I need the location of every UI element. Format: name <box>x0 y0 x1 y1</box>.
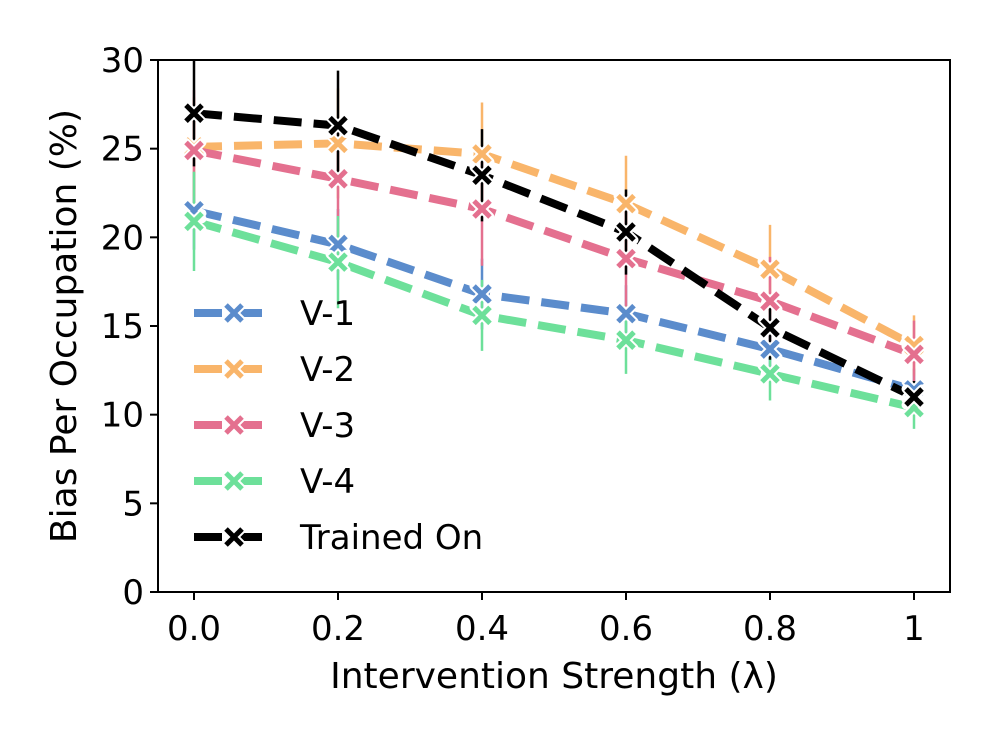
y-tick-label: 30 <box>101 41 144 81</box>
data-point-trained-on <box>613 219 639 245</box>
data-point-trained-on <box>757 315 783 341</box>
legend-marker <box>221 356 247 382</box>
x-axis-label: Intervention Strength (λ) <box>330 656 778 697</box>
legend: V-1 V-2 V-3 V-4 Trained On <box>194 294 483 558</box>
legend-item-v-2: V-2 <box>194 350 355 390</box>
legend-label: V-1 <box>300 294 355 334</box>
y-tick-label: 5 <box>122 484 144 524</box>
legend-item-trained-on: Trained On <box>194 518 483 558</box>
x-tick-label: 1 <box>903 609 925 649</box>
y-axis: 0 5 10 15 20 25 30 <box>101 41 158 613</box>
legend-item-v-4: V-4 <box>194 462 355 502</box>
data-point-v-2 <box>325 130 351 156</box>
data-point-v-1 <box>613 301 639 327</box>
data-point-v-2 <box>613 191 639 217</box>
x-tick-label: 0.4 <box>455 609 509 649</box>
data-point-v-3 <box>181 137 207 163</box>
legend-marker <box>221 300 247 326</box>
data-point-v-4 <box>325 249 351 275</box>
series-line-v-3 <box>193 146 916 359</box>
series-markers <box>181 100 927 421</box>
data-point-v-4 <box>757 361 783 387</box>
data-point-v-2 <box>757 256 783 282</box>
legend-item-v-3: V-3 <box>194 406 355 446</box>
data-point-v-1 <box>325 231 351 257</box>
legend-label: Trained On <box>299 518 483 558</box>
legend-label: V-3 <box>300 406 355 446</box>
x-tick-label: 0.2 <box>311 609 365 649</box>
x-axis: 0.0 0.2 0.4 0.6 0.8 1 <box>167 592 925 649</box>
data-point-trained-on <box>901 384 927 410</box>
data-point-v-3 <box>757 288 783 314</box>
series-line-v-2 <box>193 139 916 350</box>
legend-marker <box>221 524 247 550</box>
data-point-v-4 <box>469 302 495 328</box>
legend-label: V-4 <box>300 462 355 502</box>
data-point-v-4 <box>181 208 207 234</box>
data-point-v-3 <box>469 196 495 222</box>
y-tick-label: 0 <box>122 573 144 613</box>
data-point-v-4 <box>613 327 639 353</box>
data-point-trained-on <box>469 162 495 188</box>
data-point-v-3 <box>901 341 927 367</box>
legend-item-v-1: V-1 <box>194 294 355 334</box>
legend-marker <box>221 412 247 438</box>
data-point-v-2 <box>469 141 495 167</box>
series-line-trained-on <box>193 109 916 401</box>
series-line-v-1 <box>193 206 916 394</box>
y-tick-label: 25 <box>101 130 144 170</box>
x-tick-label: 0.6 <box>599 609 653 649</box>
series-line-v-4 <box>192 217 915 412</box>
y-tick-label: 10 <box>101 396 144 436</box>
data-point-v-3 <box>613 246 639 272</box>
y-tick-label: 20 <box>101 218 144 258</box>
legend-label: V-2 <box>300 350 355 390</box>
legend-marker <box>221 468 247 494</box>
y-axis-label: Bias Per Occupation (%) <box>44 109 85 543</box>
data-point-v-3 <box>325 166 351 192</box>
x-tick-label: 0.8 <box>743 609 797 649</box>
data-point-trained-on <box>181 100 207 126</box>
y-tick-label: 15 <box>101 307 144 347</box>
data-point-v-1 <box>469 281 495 307</box>
data-point-v-1 <box>757 336 783 362</box>
series-lines <box>192 109 916 412</box>
data-point-trained-on <box>325 113 351 139</box>
x-tick-label: 0.0 <box>167 609 221 649</box>
